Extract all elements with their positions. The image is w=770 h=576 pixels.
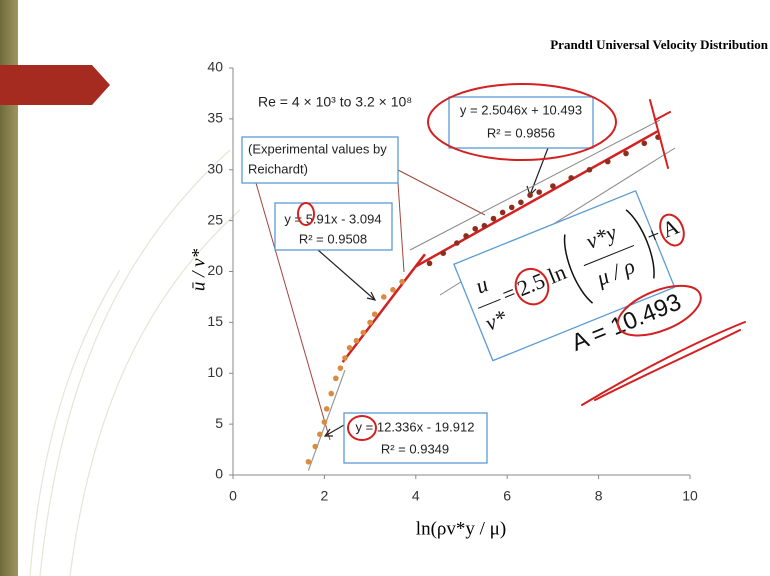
- data-point: [342, 355, 348, 361]
- data-point: [623, 151, 629, 157]
- data-point: [472, 226, 478, 232]
- data-point: [642, 140, 648, 146]
- data-point: [527, 192, 533, 198]
- data-point: [360, 330, 366, 336]
- data-point: [333, 376, 339, 382]
- data-point: [536, 189, 542, 195]
- data-point: [454, 240, 460, 246]
- annotation: R² = 0.9508: [299, 231, 367, 246]
- data-point: [500, 210, 506, 216]
- data-point: [463, 233, 469, 239]
- data-point: [491, 216, 497, 222]
- data-point: [381, 294, 387, 300]
- x-tick-label: 10: [682, 488, 698, 504]
- slide: Prandtl Universal Velocity Distribution …: [0, 0, 770, 576]
- y-tick-label: 35: [207, 110, 223, 126]
- y-tick-label: 5: [215, 415, 223, 431]
- y-tick-label: 0: [215, 466, 223, 482]
- y-tick-label: 15: [207, 313, 223, 329]
- slide-title: Prandtl Universal Velocity Distribution: [550, 37, 769, 52]
- data-point: [399, 279, 405, 285]
- annotation: (Experimental values by: [248, 141, 387, 156]
- data-point: [427, 261, 433, 267]
- annotation: R² = 0.9349: [381, 441, 449, 456]
- y-tick-label: 20: [207, 262, 223, 278]
- annotation: R² = 0.9856: [487, 125, 555, 140]
- y-axis-label: ū / v*: [188, 248, 209, 291]
- data-point: [440, 250, 446, 256]
- annotation: y = 2.5046x + 10.493: [460, 102, 582, 117]
- x-tick-label: 8: [595, 488, 603, 504]
- data-point: [338, 365, 344, 371]
- data-point: [550, 183, 556, 189]
- data-point: [372, 311, 378, 317]
- data-point: [587, 167, 593, 173]
- y-tick-label: 30: [207, 160, 223, 176]
- data-point: [306, 459, 312, 465]
- data-point: [322, 419, 328, 425]
- equation: u v* = 2.5 ln v*y μ / ρ + A A = 10.493: [454, 180, 716, 394]
- data-point: [568, 175, 574, 181]
- y-tick-label: 10: [207, 364, 223, 380]
- data-point: [347, 345, 353, 351]
- data-point: [605, 159, 611, 165]
- data-point: [482, 223, 488, 229]
- data-point: [312, 444, 318, 450]
- data-point: [328, 391, 334, 397]
- x-tick-label: 2: [321, 488, 329, 504]
- data-point: [317, 432, 323, 438]
- fit-line: [343, 254, 425, 362]
- y-tick-label: 40: [207, 59, 223, 75]
- data-point: [324, 406, 330, 412]
- y-tick-label: 25: [207, 211, 223, 227]
- data-point: [367, 320, 373, 326]
- x-tick-label: 4: [412, 488, 420, 504]
- annotation: Re = 4 × 10³ to 3.2 × 10⁸: [258, 94, 412, 110]
- annotation: Reichardt): [248, 161, 308, 176]
- x-tick-label: 6: [503, 488, 511, 504]
- data-point: [509, 205, 515, 211]
- title-arrow: [0, 65, 110, 105]
- data-point: [390, 287, 396, 293]
- x-axis-label: ln(ρv*y / μ): [416, 518, 506, 539]
- data-point: [518, 200, 524, 206]
- x-tick-label: 0: [229, 488, 237, 504]
- data-point: [354, 338, 360, 344]
